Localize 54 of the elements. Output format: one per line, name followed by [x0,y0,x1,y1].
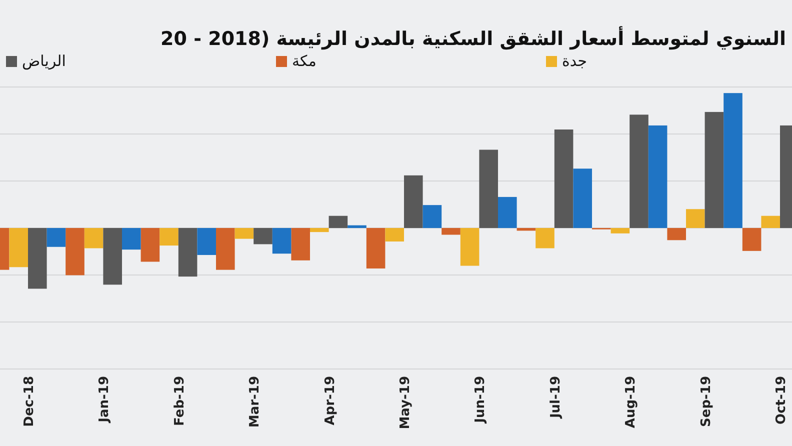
bar [328,216,348,228]
bar [122,228,141,250]
bar [742,228,762,251]
bar [573,168,592,228]
bar [140,228,160,262]
x-tick-label: Mar-19 [248,376,263,428]
bar [348,225,366,228]
x-tick-label: Jul-19 [548,376,564,420]
bar [536,228,554,248]
x-tick-label: Oct-19 [774,376,789,424]
bar [404,175,423,228]
bar [310,228,329,232]
bar [291,228,310,260]
x-tick-label: Jun-19 [473,376,488,424]
x-tick-label: Dec-18 [22,376,37,427]
bar [422,205,442,228]
bar [366,228,386,268]
bar [704,112,724,228]
bar [234,228,254,239]
bar [66,228,84,276]
bar [160,228,178,246]
x-tick-label: May-19 [398,376,413,430]
bar [667,228,686,240]
bar [272,228,292,254]
bar [479,150,498,228]
x-tick-label: Jan-19 [97,376,112,424]
bar [197,228,216,255]
bar [686,209,705,228]
x-tick-label: Sep-19 [698,376,714,427]
bar [724,93,742,228]
bar [28,228,47,289]
bar [610,228,630,234]
bar [84,228,104,248]
bar [254,228,272,244]
bar [103,228,122,285]
x-tick-label: Feb-19 [172,376,188,426]
bar [498,196,517,228]
bar [554,130,574,228]
bar [761,216,780,228]
bar [648,125,668,228]
legend-label: جدة [562,52,588,70]
chart-title: السنوي لمتوسط أسعار الشقق السكنية بالمدن الرئيسة (2018 - 20 [160,26,786,50]
legend-label: الرياض [22,52,66,70]
bar [178,228,198,277]
bar [385,228,404,242]
bar [516,228,536,231]
bar [216,228,235,270]
bar [460,228,480,266]
legend-label: مكة [292,52,316,70]
bar [46,228,66,247]
bar [630,114,648,228]
x-tick-label: Aug-19 [624,376,639,428]
bar [442,228,460,235]
x-tick-label: Apr-19 [322,376,338,426]
